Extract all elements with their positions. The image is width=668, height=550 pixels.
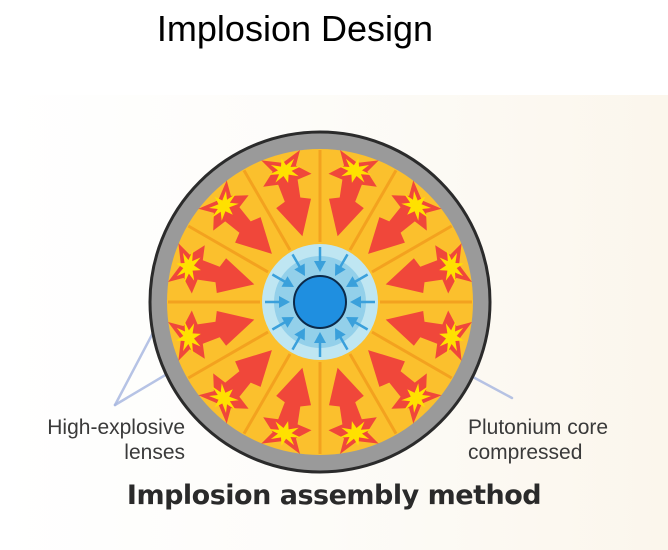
lens-divider [371,224,453,274]
blast-arrow [198,180,272,254]
label-plutonium-core: Plutonium core compressed [468,415,648,465]
blast-burst [209,191,239,221]
blast-arrow [328,367,379,454]
lens-blast [261,367,312,454]
plutonium-core [293,275,347,329]
label-right-line-2: compressed [468,441,583,464]
blast-arrow [368,350,442,424]
lens-segments [168,150,472,454]
blast-arrow [385,310,472,361]
blast-burst [401,191,431,221]
lens-divider [187,330,269,380]
blast-burst [401,383,431,413]
compression-arrow [335,328,349,351]
lens-blast [328,367,379,454]
compression-arrow [346,273,369,287]
blast-arrow [168,243,255,294]
lens-blast [168,243,255,294]
blast-arrow [198,350,272,424]
blast-arrow [385,243,472,294]
lens-divider [371,330,453,380]
blast-arrow [328,150,379,237]
blast-burst [209,383,239,413]
lens-blast [198,350,272,424]
lens-divider [187,224,269,274]
compression-arrow [346,317,369,331]
label-right-line-1: Plutonium core [468,416,609,439]
label-left-line-2: lenses [124,441,185,464]
blast-arrow [168,310,255,361]
blast-burst [176,250,201,284]
blast-burst [338,158,372,183]
blast-burst [338,421,372,446]
diagram-caption: Implosion assembly method [126,480,542,511]
lens-blast [198,180,272,254]
blast-burst [439,320,464,354]
compression-arrow [291,253,305,276]
lens-blast [385,243,472,294]
lens-divider [348,169,398,251]
blast-burst [176,320,201,354]
lens-blast [168,310,255,361]
compression-arrow [265,296,290,308]
compression-arrow [314,247,326,272]
lens-divider [242,169,292,251]
lens-blast [261,150,312,237]
compression-arrow [271,317,294,331]
label-high-explosive-lenses: High-explosive lenses [20,415,185,465]
lens-divider [348,353,398,435]
blast-burst [268,158,302,183]
blast-burst [439,250,464,284]
compression-arrow [335,253,349,276]
lens-blast [328,150,379,237]
lens-divider [242,353,292,435]
compression-arrow [350,296,375,308]
blast-arrow [261,150,312,237]
blast-arrow [261,367,312,454]
blast-burst [268,421,302,446]
lens-blasts [168,150,472,454]
compression-arrow [314,332,326,357]
slide-title: Implosion Design [156,8,434,49]
compression-arrow [291,328,305,351]
lens-blast [385,310,472,361]
blast-arrow [368,180,442,254]
compression-arrow [271,273,294,287]
label-left-line-1: High-explosive [47,416,185,439]
compression-arrows [265,247,375,357]
lens-blast [368,180,442,254]
lens-blast [368,350,442,424]
